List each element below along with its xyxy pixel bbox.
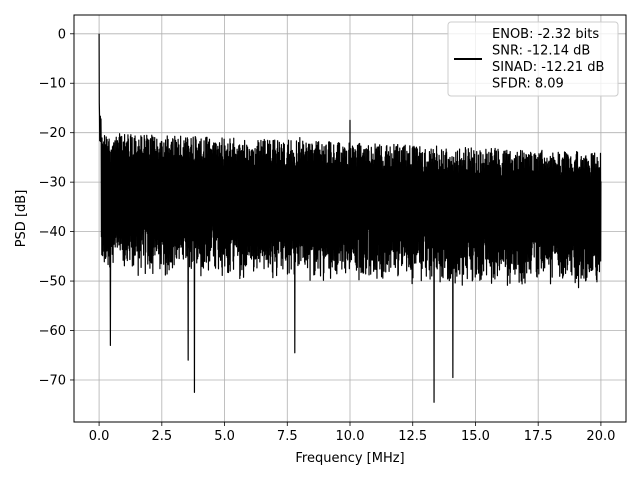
legend-entry-sfdr: SFDR: 8.09 xyxy=(492,77,564,92)
x-tick-label: 15.0 xyxy=(461,429,490,444)
y-axis-ticks: 0 −10 −20 −30 −40 −50 −60 −70 xyxy=(39,27,74,388)
x-axis-ticks: 0.0 2.5 5.0 7.5 10.0 12.5 15.0 17.5 20.0 xyxy=(89,422,615,444)
legend-entry-snr: SNR: -12.14 dB xyxy=(492,44,590,59)
legend-entry-enob: ENOB: -2.32 bits xyxy=(492,27,599,42)
y-tick-label: −50 xyxy=(39,275,66,290)
legend-box xyxy=(447,21,619,97)
y-axis-label: PSD [dB] xyxy=(14,190,29,248)
y-tick-label: −30 xyxy=(39,176,66,191)
legend: ENOB: -2.32 bits SNR: -12.14 dB SINAD: -… xyxy=(447,21,619,97)
y-tick-label: 0 xyxy=(58,27,66,42)
x-axis-label: Frequency [MHz] xyxy=(295,451,404,466)
x-tick-label: 20.0 xyxy=(586,429,615,444)
x-tick-label: 10.0 xyxy=(336,429,365,444)
legend-entry-sinad: SINAD: -12.21 dB xyxy=(492,60,604,75)
y-tick-label: −70 xyxy=(39,373,66,388)
x-tick-label: 2.5 xyxy=(151,429,172,444)
y-tick-label: −10 xyxy=(39,77,66,92)
psd-line xyxy=(98,33,602,403)
y-tick-label: −60 xyxy=(39,324,66,339)
y-tick-label: −40 xyxy=(39,225,66,240)
x-tick-label: 0.0 xyxy=(89,429,110,444)
x-tick-label: 7.5 xyxy=(277,429,298,444)
x-tick-label: 12.5 xyxy=(398,429,427,444)
x-tick-label: 17.5 xyxy=(524,429,553,444)
psd-series xyxy=(98,33,602,403)
y-tick-label: −20 xyxy=(39,126,66,141)
x-tick-label: 5.0 xyxy=(214,429,235,444)
